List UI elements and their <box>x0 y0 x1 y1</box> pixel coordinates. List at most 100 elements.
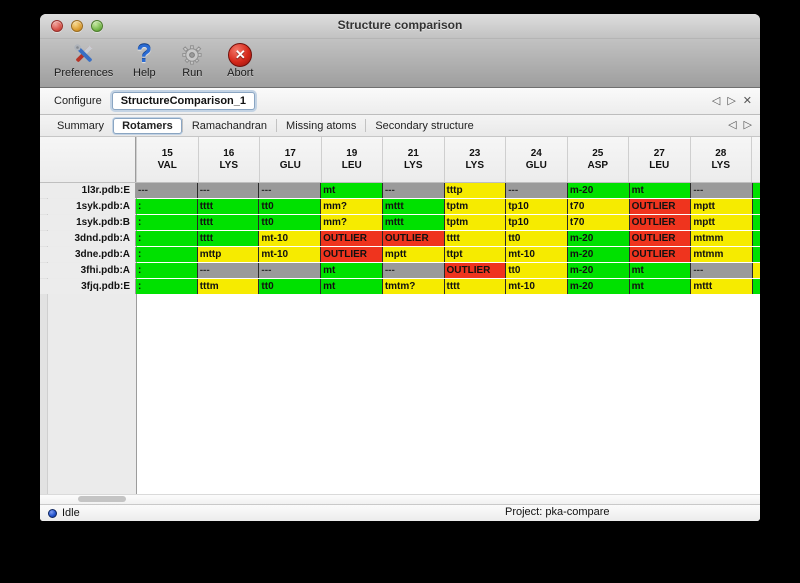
rotamer-cell[interactable]: mm? <box>320 215 382 230</box>
rotamer-cell[interactable]: tttp <box>443 183 506 198</box>
row-label[interactable]: 3dne.pdb:A <box>40 247 136 262</box>
rotamer-cell[interactable]: mt <box>628 263 691 278</box>
horizontal-scrollbar-thumb[interactable] <box>78 496 126 502</box>
rotamer-cell[interactable]: : <box>136 199 197 214</box>
rotamer-cell[interactable]: t70 <box>566 215 629 230</box>
column-header-23[interactable]: 23 LYS <box>443 137 506 182</box>
rotamer-cell[interactable]: tt0 <box>258 215 321 230</box>
rotamer-cell[interactable]: mttp <box>196 247 259 262</box>
column-header-25[interactable]: 25 ASP <box>566 137 629 182</box>
close-window-button[interactable] <box>51 20 63 32</box>
rotamer-cell[interactable]: mptt <box>690 199 753 214</box>
tab-secondary-structure[interactable]: Secondary structure <box>375 119 474 132</box>
rotamer-cell[interactable]: : <box>136 231 197 246</box>
rotamer-cell[interactable]: m-20 <box>566 263 629 278</box>
rotamer-cell[interactable]: tp10 <box>505 215 567 230</box>
rotamer-cell[interactable]: tt0 <box>505 231 567 246</box>
rotamer-cell[interactable]: tt0 <box>258 199 321 214</box>
rotamer-cell[interactable]: ttpt <box>443 247 506 262</box>
rotamer-cell[interactable]: --- <box>258 183 321 198</box>
rotamer-cell[interactable]: OUTLIER <box>628 199 691 214</box>
row-label[interactable]: 1l3r.pdb:E <box>40 183 136 198</box>
rotamer-cell[interactable]: : <box>136 215 197 230</box>
rotamer-cell[interactable]: tt0 <box>505 263 567 278</box>
rotamer-cell[interactable]: OUTLIER <box>628 215 691 230</box>
rotamer-cell[interactable]: tttt <box>443 279 506 294</box>
rotamer-cell[interactable]: : <box>136 263 197 278</box>
help-button[interactable]: ? Help <box>127 41 161 80</box>
tab-ramachandran[interactable]: Ramachandran <box>191 119 268 132</box>
tab-missing-atoms[interactable]: Missing atoms <box>286 119 357 132</box>
rotamer-cell[interactable]: OUTLIER <box>320 231 382 246</box>
rotamer-cell[interactable]: t70 <box>566 199 629 214</box>
column-header-21[interactable]: 21 LYS <box>382 137 444 182</box>
rotamer-cell[interactable]: mtmm <box>690 231 753 246</box>
rotamer-cell[interactable]: mt <box>320 263 382 278</box>
rotamer-cell[interactable]: tttt <box>196 215 259 230</box>
rotamer-cell[interactable]: OUTLIER <box>381 231 444 246</box>
tab-summary[interactable]: Summary <box>57 119 105 132</box>
rotamer-cell[interactable]: m-20 <box>566 247 629 262</box>
rotamer-cell[interactable]: OUTLIER <box>443 263 506 278</box>
column-header-28[interactable]: 28 LYS <box>689 137 752 182</box>
rotamer-cell[interactable]: mt <box>628 183 691 198</box>
rotamer-cell[interactable]: mt-10 <box>505 279 567 294</box>
next-tab-arrow-icon[interactable]: ▷ <box>743 119 752 131</box>
rotamer-cell[interactable]: --- <box>690 183 753 198</box>
column-header-27[interactable]: 27 LEU <box>628 137 690 182</box>
rotamer-cell[interactable]: tp10 <box>505 199 567 214</box>
minimize-window-button[interactable] <box>71 20 83 32</box>
run-button[interactable]: Run <box>175 41 209 79</box>
row-label[interactable]: 3fhi.pdb:A <box>40 263 136 278</box>
rotamer-cell[interactable]: m-20 <box>566 183 629 198</box>
rotamer-cell[interactable]: : <box>136 247 197 262</box>
rotamer-cell[interactable]: m-20 <box>566 279 629 294</box>
rotamer-cell[interactable]: mptt <box>690 215 753 230</box>
rotamer-cell[interactable]: --- <box>381 183 444 198</box>
rotamer-cell[interactable]: tmtm? <box>381 279 444 294</box>
column-header-17[interactable]: 17 GLU <box>259 137 321 182</box>
preferences-button[interactable]: Preferences <box>54 41 113 79</box>
rotamer-cell[interactable]: mt <box>628 279 691 294</box>
rotamer-cell[interactable]: mttt <box>690 279 753 294</box>
rotamer-cell[interactable]: tttt <box>196 199 259 214</box>
rotamer-cell[interactable]: mt-10 <box>505 247 567 262</box>
tab-rotamers[interactable]: Rotamers <box>113 117 182 134</box>
rotamer-cell[interactable]: mtmm <box>690 247 753 262</box>
project-tab-structurecomparison-1[interactable]: StructureComparison_1 <box>111 92 256 110</box>
rotamer-cell[interactable]: --- <box>196 263 259 278</box>
rotamer-cell[interactable]: tttt <box>443 231 506 246</box>
rotamer-cell[interactable]: mttt <box>381 199 444 214</box>
column-header-19[interactable]: 19 LEU <box>320 137 383 182</box>
prev-task-arrow-icon[interactable]: ◁ <box>711 94 721 107</box>
row-label[interactable]: 1syk.pdb:B <box>40 215 136 230</box>
zoom-window-button[interactable] <box>91 20 103 32</box>
rotamer-cell[interactable]: m-20 <box>566 231 629 246</box>
rotamer-cell[interactable]: mt-10 <box>258 247 321 262</box>
rotamer-cell[interactable]: OUTLIER <box>320 247 382 262</box>
rotamer-cell[interactable]: tttt <box>196 231 259 246</box>
rotamer-cell[interactable]: --- <box>196 183 259 198</box>
close-task-icon[interactable]: ✕ <box>742 94 752 107</box>
prev-tab-arrow-icon[interactable]: ◁ <box>728 119 737 131</box>
rotamer-cell[interactable]: mm? <box>320 199 382 214</box>
column-header-16[interactable]: 16 LYS <box>197 137 260 182</box>
rotamer-cell[interactable]: mptt <box>381 247 444 262</box>
column-header-15[interactable]: 15 VAL <box>136 137 198 182</box>
rotamer-cell[interactable]: tptm <box>443 199 506 214</box>
abort-button[interactable]: ✕ Abort <box>223 41 257 79</box>
rotamer-cell[interactable]: --- <box>258 263 321 278</box>
rotamer-cell[interactable]: OUTLIER <box>628 231 691 246</box>
rotamer-cell[interactable]: tttm <box>196 279 259 294</box>
rotamer-cell[interactable]: --- <box>381 263 444 278</box>
rotamer-cell[interactable]: mt <box>320 183 382 198</box>
rotamer-cell[interactable]: mt <box>320 279 382 294</box>
row-label[interactable]: 1syk.pdb:A <box>40 199 136 214</box>
rotamer-cell[interactable]: tt0 <box>258 279 321 294</box>
rotamer-cell[interactable]: mttt <box>381 215 444 230</box>
horizontal-scrollbar[interactable] <box>40 494 760 504</box>
next-task-arrow-icon[interactable]: ▷ <box>727 94 736 107</box>
row-label[interactable]: 3fjq.pdb:E <box>40 279 136 294</box>
rotamer-cell[interactable]: --- <box>690 263 753 278</box>
rotamer-cell[interactable]: mt-10 <box>258 231 321 246</box>
